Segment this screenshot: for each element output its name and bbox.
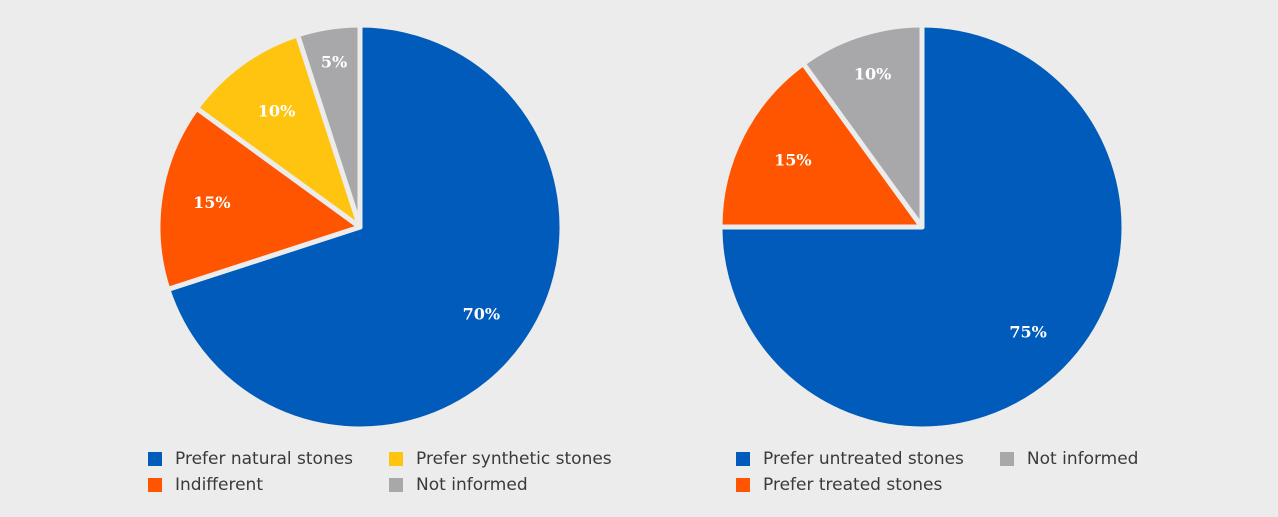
legend-label: Prefer synthetic stones	[416, 449, 612, 469]
legend-swatch	[148, 452, 162, 466]
legend-label: Prefer treated stones	[763, 475, 943, 495]
pie-slice	[295, 22, 363, 230]
pie-slice	[194, 32, 363, 230]
legend-item: Not informed	[999, 449, 1139, 469]
pie-slice	[165, 22, 565, 432]
slice-label: 5%	[321, 53, 347, 72]
legend-stone-preference: Prefer natural stones Prefer synthetic s…	[148, 449, 612, 495]
pie-slice	[717, 61, 925, 230]
legend-swatch	[148, 478, 162, 492]
legend-swatch	[999, 452, 1014, 466]
pie-chart-treatment-preference: 75% 15% 10%	[717, 22, 1124, 429]
slice-label: 75%	[1009, 323, 1046, 342]
legend-treatment-preference: Prefer untreated stones Not informed Pre…	[736, 449, 1138, 495]
legend-label: Prefer untreated stones	[763, 449, 964, 469]
legend-item: Prefer treated stones	[736, 475, 964, 495]
legend-swatch	[736, 452, 750, 466]
legend-label: Prefer natural stones	[175, 449, 354, 469]
slice-label: 10%	[258, 102, 295, 121]
legend-item: Not informed	[389, 475, 612, 495]
legend-label: Not informed	[416, 475, 528, 495]
pie-slice	[155, 105, 363, 292]
legend-swatch	[389, 452, 404, 466]
legend-swatch	[389, 478, 404, 492]
slice-label: 15%	[193, 193, 230, 212]
slice-label: 15%	[774, 151, 811, 170]
slice-label: 70%	[463, 305, 500, 324]
legend-item: Prefer natural stones	[148, 449, 353, 469]
legend-item: Prefer synthetic stones	[389, 449, 612, 469]
legend-label: Not informed	[1026, 449, 1139, 469]
legend-swatch	[736, 478, 750, 492]
pie-chart-stone-preference: 70% 15% 10% 5%	[155, 22, 565, 432]
legend-item: Indifferent	[148, 475, 353, 495]
legend-label: Indifferent	[175, 475, 263, 495]
pie-slice	[800, 22, 925, 230]
slice-label: 10%	[854, 64, 891, 83]
legend-item: Prefer untreated stones	[736, 449, 964, 469]
